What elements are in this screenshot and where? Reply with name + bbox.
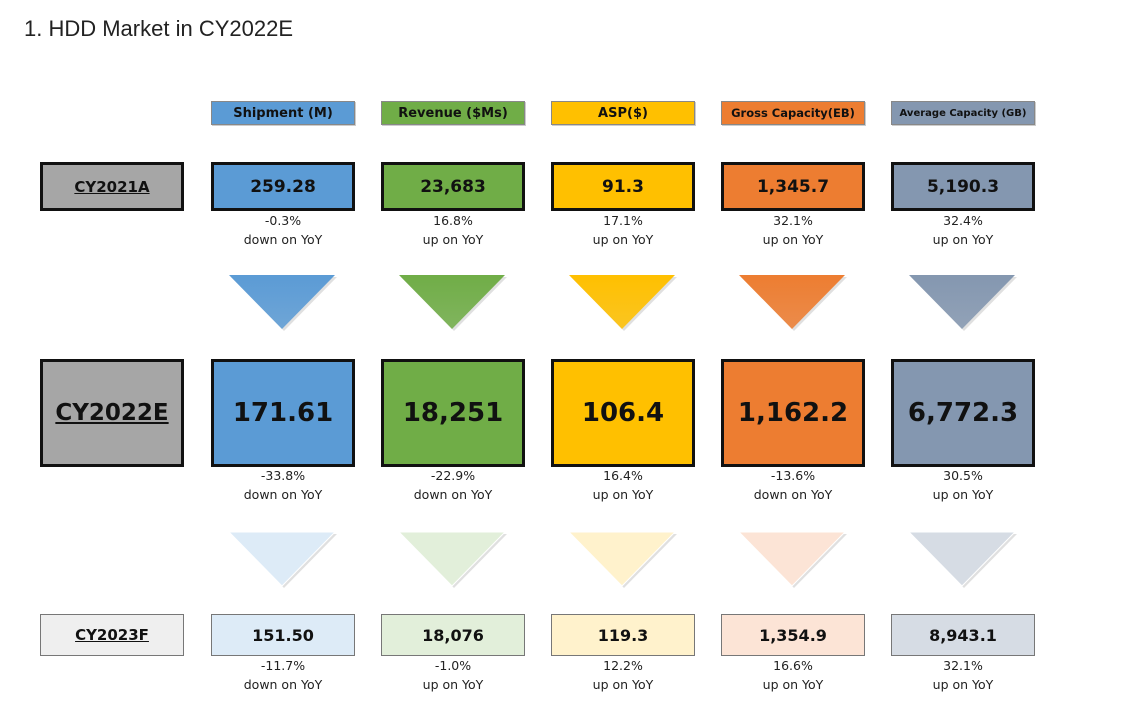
change-cy2022e-revenue-ms: -22.9% down on YoY [381,466,525,504]
change-direction: up on YoY [592,487,654,502]
row-label-cy2022e: CY2022E [40,359,184,467]
header-gross-capacity-eb: Gross Capacity(EB) [721,101,865,125]
change-direction: down on YoY [243,487,323,502]
change-direction: up on YoY [932,487,994,502]
change-direction: up on YoY [592,677,654,692]
value-cy2023f-revenue-ms: 18,076 [381,614,525,656]
value-cy2021a-shipment-m: 259.28 [211,162,355,211]
down-arrow-icon [568,531,677,588]
change-percent: 32.1% [773,213,813,228]
change-cy2023f-gross-capacity-eb: 16.6% up on YoY [721,656,865,694]
value-cy2022e-shipment-m: 171.61 [211,359,355,467]
change-direction: up on YoY [762,232,824,247]
change-direction: up on YoY [422,677,484,692]
header-asp: ASP($) [551,101,695,125]
change-direction: up on YoY [592,232,654,247]
change-cy2023f-average-capacity-gb: 32.1% up on YoY [891,656,1035,694]
header-revenue-ms: Revenue ($Ms) [381,101,525,125]
change-cy2023f-shipment-m: -11.7% down on YoY [211,656,355,694]
change-cy2023f-revenue-ms: -1.0% up on YoY [381,656,525,694]
change-percent: 16.8% [433,213,473,228]
change-percent: -33.8% [260,468,306,483]
down-arrow-icon [738,531,847,588]
change-cy2022e-shipment-m: -33.8% down on YoY [211,466,355,504]
change-direction: down on YoY [413,487,493,502]
page-title: 1. HDD Market in CY2022E [24,16,293,41]
value-cy2023f-asp: 119.3 [551,614,695,656]
down-arrow-icon [909,275,1017,331]
change-cy2021a-shipment-m: -0.3% down on YoY [211,211,355,249]
change-percent: 32.4% [943,213,983,228]
row-label-cy2023f: CY2023F [40,614,184,656]
change-percent: 30.5% [943,468,983,483]
change-percent: 16.4% [603,468,643,483]
change-direction: up on YoY [422,232,484,247]
header-average-capacity-gb: Average Capacity (GB) [891,101,1035,125]
change-direction: up on YoY [762,677,824,692]
value-cy2021a-gross-capacity-eb: 1,345.7 [721,162,865,211]
change-percent: -1.0% [434,658,472,673]
change-cy2021a-average-capacity-gb: 32.4% up on YoY [891,211,1035,249]
value-cy2023f-average-capacity-gb: 8,943.1 [891,614,1035,656]
header-shipment-m: Shipment (M) [211,101,355,125]
change-direction: up on YoY [932,232,994,247]
down-arrow-icon [739,275,847,331]
change-direction: down on YoY [243,677,323,692]
change-percent: -11.7% [260,658,306,673]
row-label-cy2021a: CY2021A [40,162,184,211]
change-percent: 32.1% [943,658,983,673]
value-cy2021a-average-capacity-gb: 5,190.3 [891,162,1035,211]
change-percent: -13.6% [770,468,816,483]
down-arrow-icon [569,275,677,331]
value-cy2023f-shipment-m: 151.50 [211,614,355,656]
value-cy2022e-revenue-ms: 18,251 [381,359,525,467]
change-direction: up on YoY [932,677,994,692]
change-percent: -22.9% [430,468,476,483]
change-cy2021a-asp: 17.1% up on YoY [551,211,695,249]
change-direction: down on YoY [243,232,323,247]
change-cy2022e-average-capacity-gb: 30.5% up on YoY [891,466,1035,504]
change-cy2023f-asp: 12.2% up on YoY [551,656,695,694]
value-cy2021a-revenue-ms: 23,683 [381,162,525,211]
down-arrow-icon [908,531,1017,588]
down-arrow-icon [229,275,337,331]
down-arrow-icon [399,275,507,331]
value-cy2022e-gross-capacity-eb: 1,162.2 [721,359,865,467]
change-cy2021a-revenue-ms: 16.8% up on YoY [381,211,525,249]
change-cy2021a-gross-capacity-eb: 32.1% up on YoY [721,211,865,249]
change-percent: 17.1% [603,213,643,228]
value-cy2023f-gross-capacity-eb: 1,354.9 [721,614,865,656]
value-cy2022e-asp: 106.4 [551,359,695,467]
value-cy2021a-asp: 91.3 [551,162,695,211]
down-arrow-icon [228,531,337,588]
change-percent: 16.6% [773,658,813,673]
change-percent: -0.3% [264,213,302,228]
down-arrow-icon [398,531,507,588]
value-cy2022e-average-capacity-gb: 6,772.3 [891,359,1035,467]
change-direction: down on YoY [753,487,833,502]
change-cy2022e-asp: 16.4% up on YoY [551,466,695,504]
change-percent: 12.2% [603,658,643,673]
change-cy2022e-gross-capacity-eb: -13.6% down on YoY [721,466,865,504]
